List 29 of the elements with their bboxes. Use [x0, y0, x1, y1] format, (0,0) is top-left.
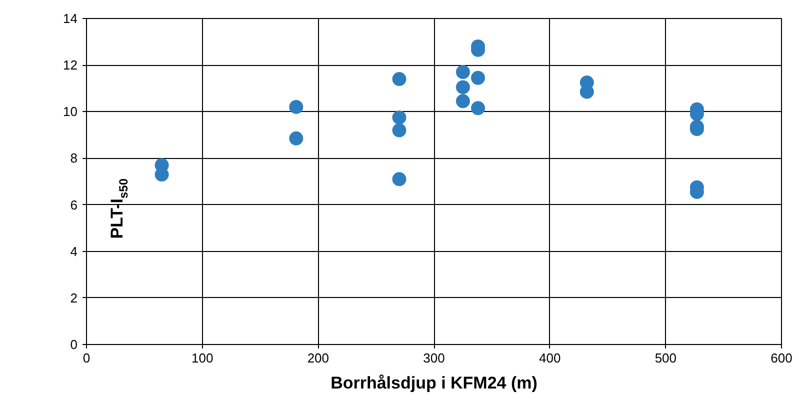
point — [392, 72, 406, 86]
x-tick-label: 400 — [538, 350, 561, 366]
point — [289, 131, 304, 146]
point — [392, 110, 406, 124]
y-tick-label: 4 — [70, 244, 78, 259]
x-tick-label: 500 — [654, 350, 677, 366]
y-tick-label: 10 — [63, 104, 78, 120]
point — [456, 94, 470, 108]
y-tick-label: 0 — [70, 337, 78, 352]
point — [471, 70, 486, 85]
x-tick-label: 200 — [307, 350, 330, 366]
y-tick-label: 14 — [63, 11, 78, 26]
point — [471, 101, 486, 116]
point — [289, 100, 304, 114]
point — [392, 172, 406, 186]
y-tick-label: 6 — [70, 197, 78, 212]
y-axis-title: PLT-Is50 — [108, 178, 130, 239]
point — [456, 65, 470, 80]
y-tick-label: 2 — [70, 290, 78, 306]
x-tick-label: 600 — [770, 350, 792, 366]
x-tick-label: 100 — [191, 350, 214, 366]
y-tick-label: 12 — [63, 58, 78, 73]
point — [456, 80, 470, 94]
y-tick-label: 8 — [70, 150, 78, 166]
x-tick-label: 300 — [423, 350, 445, 366]
x-axis-title: Borrhålsdjup i KFM24 (m) — [330, 374, 538, 392]
x-tick-label: 0 — [82, 350, 90, 366]
point — [154, 168, 169, 182]
point — [392, 123, 406, 138]
